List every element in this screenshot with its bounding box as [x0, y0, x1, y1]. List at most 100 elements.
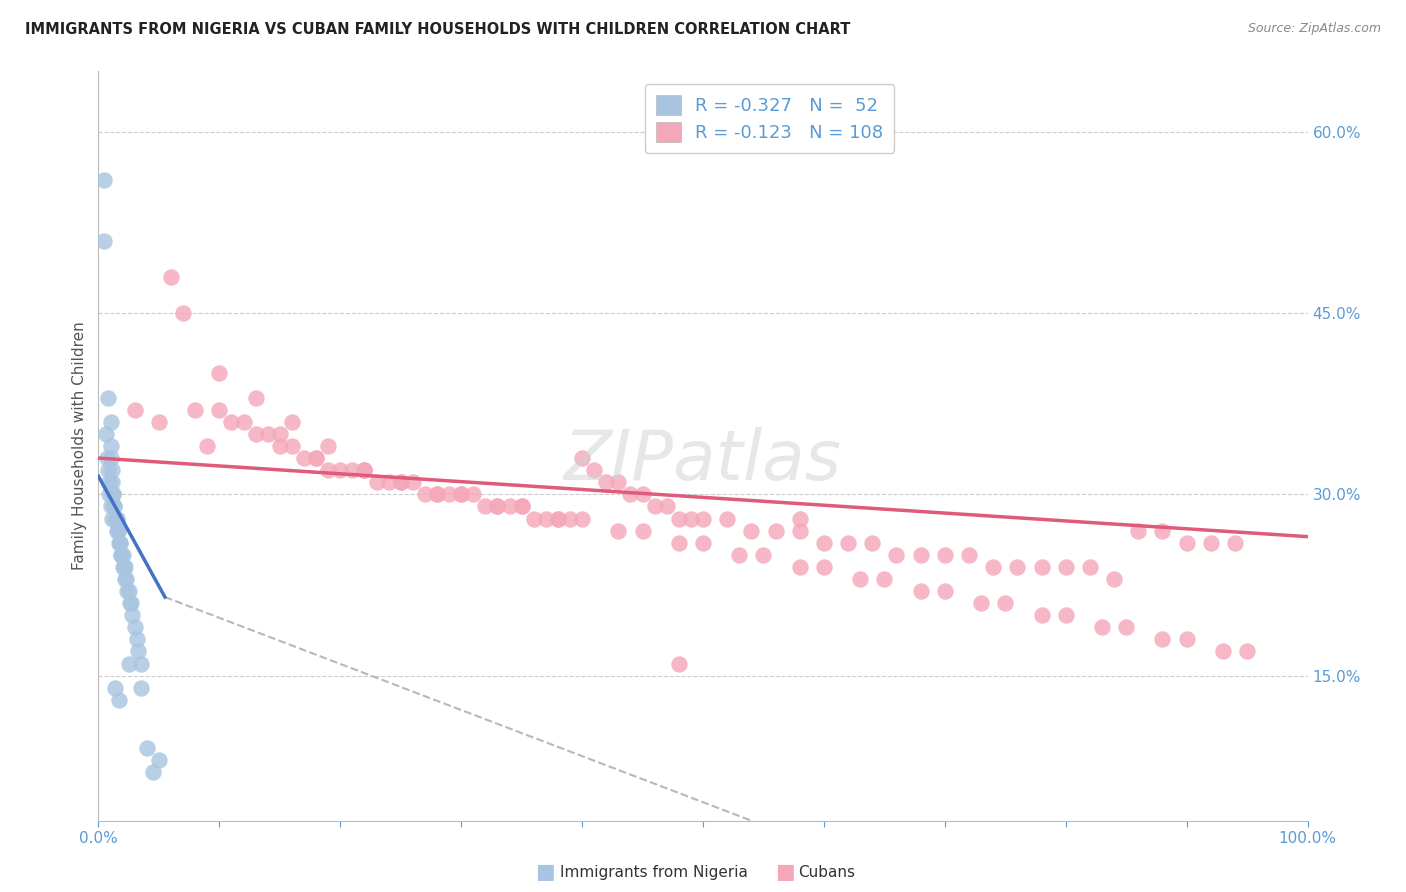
- Point: [583, 463, 606, 477]
- Point: [142, 765, 165, 780]
- Point: [558, 511, 581, 525]
- Point: [607, 524, 630, 538]
- Point: [957, 548, 980, 562]
- Point: [305, 451, 328, 466]
- Point: [111, 559, 134, 574]
- Point: [934, 584, 956, 599]
- Point: [208, 402, 231, 417]
- Point: [437, 487, 460, 501]
- Point: [97, 463, 120, 477]
- Point: [426, 487, 449, 501]
- Point: [813, 559, 835, 574]
- Point: [571, 511, 593, 525]
- Point: [108, 535, 131, 549]
- Point: [107, 524, 129, 538]
- Point: [104, 511, 127, 525]
- Point: [789, 559, 811, 574]
- Point: [342, 463, 364, 477]
- Point: [1175, 632, 1198, 647]
- Point: [110, 548, 132, 562]
- Point: [679, 511, 702, 525]
- Point: [1115, 620, 1137, 634]
- Point: [118, 584, 141, 599]
- Point: [450, 487, 472, 501]
- Point: [402, 475, 425, 490]
- Point: [873, 572, 896, 586]
- Point: [353, 463, 375, 477]
- Point: [100, 451, 122, 466]
- Point: [100, 475, 122, 490]
- Point: [118, 657, 141, 671]
- Point: [105, 524, 128, 538]
- Point: [389, 475, 412, 490]
- Point: [124, 620, 146, 634]
- Point: [789, 524, 811, 538]
- Point: [127, 644, 149, 658]
- Point: [245, 426, 267, 441]
- Point: [103, 500, 125, 514]
- Point: [103, 500, 125, 514]
- Point: [571, 451, 593, 466]
- Point: [172, 306, 194, 320]
- Point: [117, 584, 139, 599]
- Point: [124, 402, 146, 417]
- Point: [353, 463, 375, 477]
- Point: [837, 535, 859, 549]
- Text: Source: ZipAtlas.com: Source: ZipAtlas.com: [1247, 22, 1381, 36]
- Point: [127, 632, 149, 647]
- Text: ZIPatlas: ZIPatlas: [564, 427, 842, 494]
- Point: [195, 439, 218, 453]
- Point: [1175, 535, 1198, 549]
- Point: [353, 463, 375, 477]
- Point: [108, 535, 131, 549]
- Point: [105, 511, 128, 525]
- Point: [93, 173, 115, 187]
- Point: [120, 596, 142, 610]
- Point: [105, 511, 128, 525]
- Point: [269, 439, 291, 453]
- Y-axis label: Family Households with Children: Family Households with Children: [72, 322, 87, 570]
- Point: [111, 548, 134, 562]
- Point: [486, 500, 509, 514]
- Point: [281, 439, 304, 453]
- Point: [692, 511, 714, 525]
- Point: [886, 548, 908, 562]
- Point: [910, 584, 932, 599]
- Legend: R = -0.327   N =  52, R = -0.123   N = 108: R = -0.327 N = 52, R = -0.123 N = 108: [645, 84, 894, 153]
- Point: [94, 426, 117, 441]
- Point: [129, 681, 152, 695]
- Point: [595, 475, 617, 490]
- Point: [668, 535, 690, 549]
- Point: [269, 426, 291, 441]
- Point: [1007, 559, 1029, 574]
- Point: [148, 415, 170, 429]
- Point: [668, 657, 690, 671]
- Point: [450, 487, 472, 501]
- Point: [108, 693, 131, 707]
- Text: IMMIGRANTS FROM NIGERIA VS CUBAN FAMILY HOUSEHOLDS WITH CHILDREN CORRELATION CHA: IMMIGRANTS FROM NIGERIA VS CUBAN FAMILY …: [25, 22, 851, 37]
- Point: [644, 500, 666, 514]
- Point: [245, 391, 267, 405]
- Point: [1212, 644, 1234, 658]
- Point: [114, 559, 136, 574]
- Point: [292, 451, 315, 466]
- Point: [910, 548, 932, 562]
- Point: [135, 741, 157, 756]
- Point: [1199, 535, 1222, 549]
- Point: [1102, 572, 1125, 586]
- Point: [93, 234, 115, 248]
- Point: [366, 475, 388, 490]
- Point: [104, 681, 127, 695]
- Point: [860, 535, 883, 549]
- Point: [1054, 559, 1077, 574]
- Point: [118, 596, 141, 610]
- Point: [740, 524, 762, 538]
- Point: [160, 269, 183, 284]
- Point: [96, 451, 118, 466]
- Point: [101, 487, 124, 501]
- Point: [256, 426, 278, 441]
- Point: [547, 511, 569, 525]
- Point: [316, 463, 339, 477]
- Point: [813, 535, 835, 549]
- Point: [728, 548, 751, 562]
